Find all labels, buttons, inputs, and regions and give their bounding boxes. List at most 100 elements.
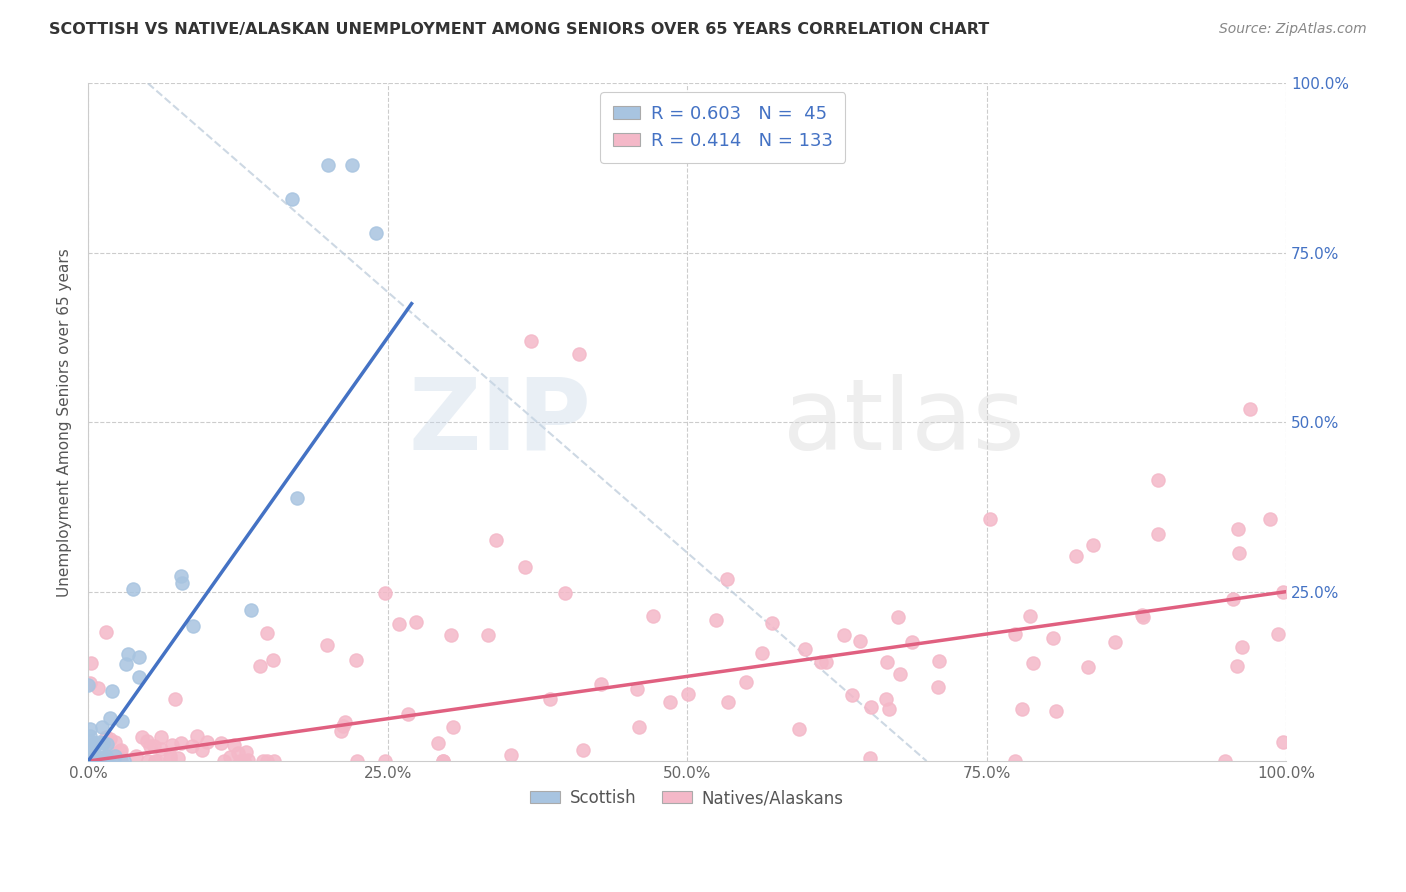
Point xyxy=(927,680,949,694)
Point xyxy=(235,745,257,759)
Point xyxy=(170,568,193,582)
Point xyxy=(114,657,136,672)
Point xyxy=(1227,546,1250,560)
Point xyxy=(83,754,105,768)
Point xyxy=(572,743,595,757)
Point xyxy=(330,724,353,739)
Point xyxy=(94,749,117,764)
Point xyxy=(1272,735,1295,749)
Point xyxy=(832,628,855,642)
Point xyxy=(554,585,576,599)
Point xyxy=(485,533,508,548)
Point xyxy=(1011,702,1033,716)
Point xyxy=(97,745,120,759)
Point xyxy=(83,738,105,752)
Point xyxy=(1004,627,1026,641)
Point xyxy=(239,603,262,617)
Point xyxy=(96,737,118,751)
Point xyxy=(104,735,127,749)
Point xyxy=(150,730,173,744)
Point xyxy=(252,754,274,768)
Point xyxy=(513,560,536,574)
Point xyxy=(979,512,1001,526)
Point xyxy=(1132,610,1154,624)
Point xyxy=(346,754,368,768)
Point xyxy=(77,754,100,768)
Point xyxy=(1064,549,1087,563)
Point xyxy=(112,754,135,768)
Point xyxy=(388,616,411,631)
Point xyxy=(761,615,783,630)
Point xyxy=(1260,512,1282,526)
Point xyxy=(191,743,214,757)
Point xyxy=(159,748,181,763)
Point xyxy=(100,749,122,764)
Point xyxy=(77,743,100,757)
Point xyxy=(499,748,522,763)
Point xyxy=(80,656,103,670)
Point xyxy=(1213,754,1236,768)
Point xyxy=(104,748,127,763)
Point xyxy=(110,742,132,756)
Point xyxy=(859,751,882,765)
Point xyxy=(100,731,122,746)
Point xyxy=(628,720,651,734)
Point xyxy=(285,491,308,505)
Point xyxy=(889,666,911,681)
Point xyxy=(1239,401,1261,416)
Point xyxy=(93,751,115,765)
Point xyxy=(90,720,112,734)
Text: SCOTTISH VS NATIVE/ALASKAN UNEMPLOYMENT AMONG SENIORS OVER 65 YEARS CORRELATION : SCOTTISH VS NATIVE/ALASKAN UNEMPLOYMENT … xyxy=(49,22,990,37)
Point xyxy=(520,334,543,348)
Point xyxy=(1083,538,1105,552)
Point xyxy=(117,648,139,662)
Point xyxy=(83,754,105,768)
Point xyxy=(87,754,110,768)
Point xyxy=(135,734,157,748)
Point xyxy=(333,715,356,730)
Point xyxy=(676,688,699,702)
Point xyxy=(1272,585,1295,599)
Point xyxy=(79,722,101,736)
Point xyxy=(181,619,204,633)
Point xyxy=(1226,658,1249,673)
Point xyxy=(626,681,648,696)
Point xyxy=(316,158,339,172)
Point xyxy=(121,582,143,596)
Point xyxy=(1004,754,1026,768)
Point xyxy=(83,736,105,750)
Point xyxy=(108,751,131,765)
Point xyxy=(79,675,101,690)
Point xyxy=(374,586,396,600)
Point xyxy=(170,576,193,591)
Point xyxy=(256,754,278,768)
Point xyxy=(716,572,738,586)
Text: atlas: atlas xyxy=(783,374,1025,471)
Point xyxy=(364,226,387,240)
Point xyxy=(136,754,159,768)
Point xyxy=(186,729,208,743)
Point xyxy=(263,754,285,768)
Point xyxy=(212,754,235,768)
Point xyxy=(96,754,118,768)
Point xyxy=(814,655,837,669)
Point xyxy=(751,646,773,660)
Point xyxy=(87,681,110,695)
Point xyxy=(641,609,664,624)
Point xyxy=(859,699,882,714)
Point xyxy=(82,754,104,768)
Point xyxy=(79,734,101,748)
Point xyxy=(128,649,150,664)
Point xyxy=(1267,627,1289,641)
Point xyxy=(735,675,758,690)
Point xyxy=(1104,635,1126,649)
Point xyxy=(79,729,101,743)
Point xyxy=(374,754,396,768)
Point xyxy=(236,753,259,767)
Point xyxy=(810,655,832,669)
Point xyxy=(928,654,950,668)
Point xyxy=(96,731,118,745)
Point xyxy=(110,754,132,768)
Point xyxy=(1018,609,1040,624)
Point xyxy=(876,655,898,669)
